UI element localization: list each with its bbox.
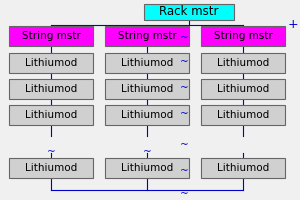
Text: String mstr: String mstr: [118, 31, 176, 41]
Text: Rack mstr: Rack mstr: [159, 5, 219, 18]
Text: ~: ~: [180, 57, 189, 67]
FancyBboxPatch shape: [201, 158, 285, 178]
Text: Lithiumod: Lithiumod: [121, 163, 173, 173]
FancyBboxPatch shape: [201, 26, 285, 46]
Text: ~: ~: [180, 83, 189, 93]
Text: ~: ~: [180, 140, 189, 150]
Text: Lithiumod: Lithiumod: [121, 110, 173, 120]
Text: Lithiumod: Lithiumod: [217, 110, 269, 120]
Text: +: +: [287, 18, 298, 31]
Text: String mstr: String mstr: [22, 31, 80, 41]
Text: ~: ~: [180, 166, 189, 176]
Text: ~: ~: [142, 147, 152, 157]
Text: Lithiumod: Lithiumod: [25, 84, 77, 94]
Text: Lithiumod: Lithiumod: [121, 58, 173, 68]
FancyBboxPatch shape: [9, 53, 93, 73]
FancyBboxPatch shape: [201, 53, 285, 73]
Text: Lithiumod: Lithiumod: [217, 163, 269, 173]
FancyBboxPatch shape: [105, 79, 189, 99]
FancyBboxPatch shape: [9, 79, 93, 99]
FancyBboxPatch shape: [9, 158, 93, 178]
Text: Lithiumod: Lithiumod: [217, 58, 269, 68]
FancyBboxPatch shape: [105, 105, 189, 125]
FancyBboxPatch shape: [105, 53, 189, 73]
Text: String mstr: String mstr: [214, 31, 272, 41]
FancyBboxPatch shape: [144, 4, 234, 20]
Text: Lithiumod: Lithiumod: [25, 163, 77, 173]
FancyBboxPatch shape: [201, 79, 285, 99]
Text: Lithiumod: Lithiumod: [121, 84, 173, 94]
FancyBboxPatch shape: [201, 105, 285, 125]
Text: ~: ~: [180, 189, 189, 199]
FancyBboxPatch shape: [105, 158, 189, 178]
Text: Lithiumod: Lithiumod: [217, 84, 269, 94]
FancyBboxPatch shape: [9, 26, 93, 46]
FancyBboxPatch shape: [9, 105, 93, 125]
Text: ~: ~: [180, 109, 189, 119]
FancyBboxPatch shape: [105, 26, 189, 46]
Text: Lithiumod: Lithiumod: [25, 110, 77, 120]
Text: ~: ~: [180, 33, 189, 43]
Text: ~: ~: [46, 147, 56, 157]
Text: Lithiumod: Lithiumod: [25, 58, 77, 68]
